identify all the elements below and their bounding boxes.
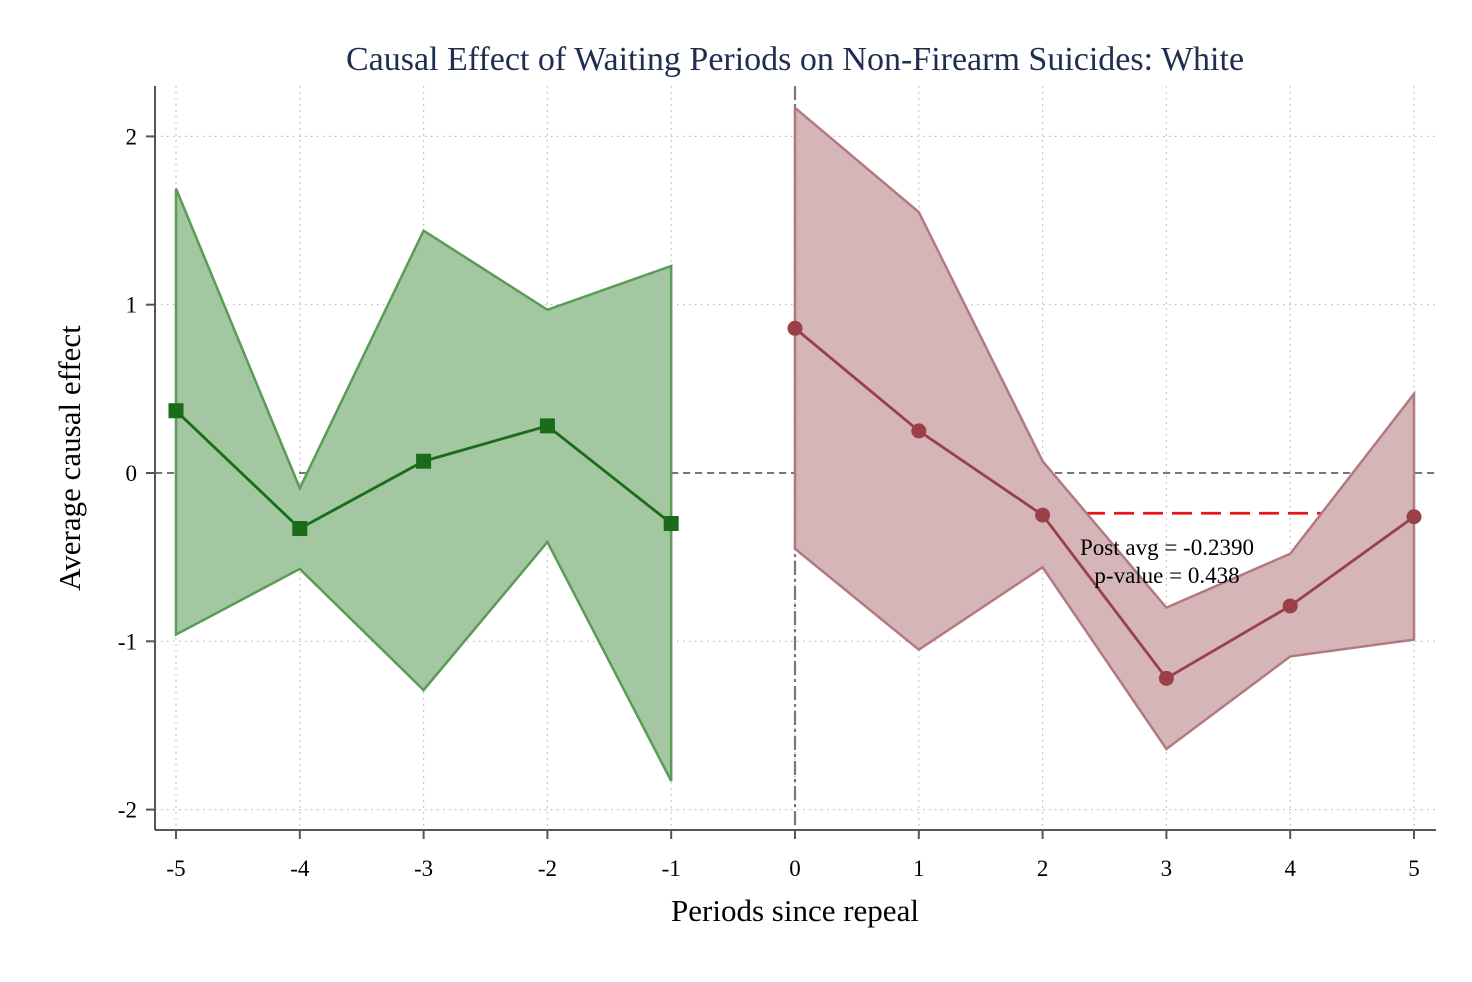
series-markers bbox=[168, 320, 1422, 686]
data-point-post-period bbox=[787, 320, 803, 336]
x-tick-label: 4 bbox=[1284, 856, 1296, 881]
data-point-pre-period bbox=[663, 515, 679, 531]
y-tick-label: -1 bbox=[118, 629, 137, 654]
data-point-pre-period bbox=[539, 418, 555, 434]
x-tick-label: 3 bbox=[1161, 856, 1173, 881]
data-point-post-period bbox=[911, 423, 927, 439]
x-tick-label: -3 bbox=[414, 856, 433, 881]
data-point-post-period bbox=[1158, 670, 1174, 686]
p-value-annotation: p-value = 0.438 bbox=[1094, 563, 1239, 588]
data-point-post-period bbox=[1406, 509, 1422, 525]
chart-title: Causal Effect of Waiting Periods on Non-… bbox=[346, 41, 1244, 78]
x-tick-label: 2 bbox=[1037, 856, 1049, 881]
confidence-band-post-period bbox=[793, 105, 1416, 751]
data-point-pre-period bbox=[168, 403, 184, 419]
y-axis-label: Average causal effect bbox=[52, 325, 87, 591]
confidence-band-pre-period bbox=[174, 188, 673, 782]
x-tick-label: -1 bbox=[662, 856, 681, 881]
data-point-pre-period bbox=[292, 521, 308, 537]
axes: -5 -4 -3 -2 -1 0 1 2 3 4 5 2 1 0 -1 -2 bbox=[118, 86, 1436, 881]
x-axis-label: Periods since repeal bbox=[671, 893, 919, 928]
y-tick-label: 0 bbox=[126, 461, 138, 486]
x-tick-label: 5 bbox=[1408, 856, 1420, 881]
x-tick-label: -5 bbox=[166, 856, 185, 881]
data-point-pre-period bbox=[416, 453, 432, 469]
y-tick-label: 1 bbox=[126, 293, 138, 318]
y-tick-label: -2 bbox=[118, 798, 137, 823]
x-tick-label: 1 bbox=[913, 856, 925, 881]
confidence-bands bbox=[174, 105, 1416, 782]
data-point-post-period bbox=[1035, 507, 1051, 523]
post-avg-annotation: Post avg = -0.2390 bbox=[1080, 535, 1254, 560]
x-tick-label: 0 bbox=[789, 856, 801, 881]
y-tick-label: 2 bbox=[126, 124, 138, 149]
series-line-post-period bbox=[794, 327, 1415, 681]
x-tick-label: -4 bbox=[290, 856, 310, 881]
x-tick-label: -2 bbox=[538, 856, 557, 881]
data-point-post-period bbox=[1282, 598, 1298, 614]
